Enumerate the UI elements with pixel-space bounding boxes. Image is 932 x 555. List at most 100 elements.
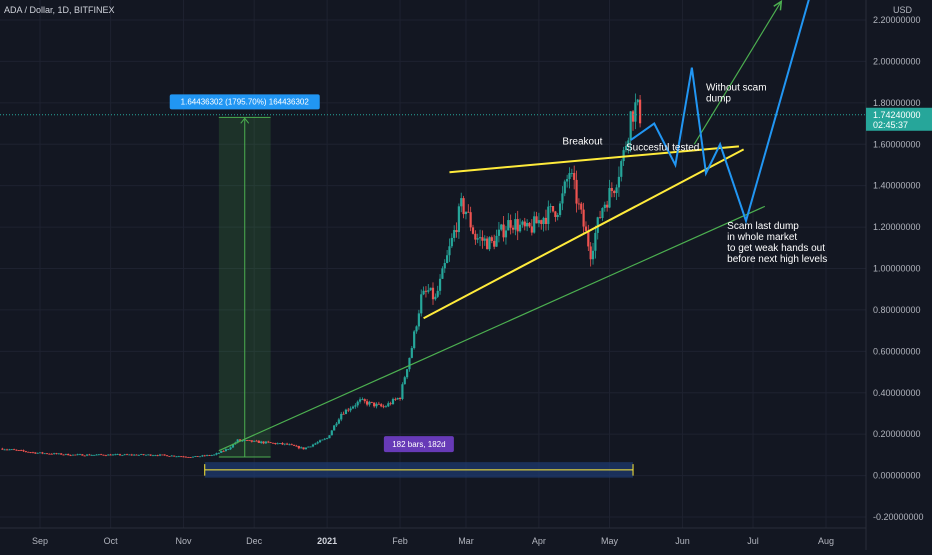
candle-body xyxy=(351,406,355,409)
candle-body xyxy=(194,456,197,457)
candle-body xyxy=(295,445,298,447)
candle-body xyxy=(116,454,119,456)
y-tick-label: 1.00000000 xyxy=(873,264,921,274)
candle-body xyxy=(1,448,4,450)
candle-body xyxy=(356,401,359,406)
candle xyxy=(142,454,145,456)
candle-body xyxy=(135,454,138,456)
candle xyxy=(118,453,122,456)
long-trend-line[interactable] xyxy=(218,205,766,452)
candle-body xyxy=(446,255,449,263)
candle xyxy=(580,201,583,214)
candle-body xyxy=(413,331,416,349)
candle xyxy=(257,440,260,443)
candle xyxy=(382,404,385,409)
projection-scam-dump[interactable] xyxy=(630,0,810,225)
candle xyxy=(130,453,133,456)
candle-body xyxy=(255,440,258,442)
candle xyxy=(518,218,522,233)
bull-arrow-line[interactable] xyxy=(693,1,782,145)
candle xyxy=(634,93,637,130)
candle xyxy=(262,441,265,445)
candle xyxy=(556,212,559,221)
upper-resistance-line[interactable] xyxy=(449,145,740,174)
candle xyxy=(507,213,510,231)
candle xyxy=(486,236,489,250)
candle-body xyxy=(114,454,117,456)
candle-body xyxy=(304,447,308,450)
candle xyxy=(222,450,225,452)
candle xyxy=(53,452,56,455)
drawings xyxy=(0,0,866,452)
candle-body xyxy=(224,449,228,452)
candle xyxy=(128,454,131,456)
candle-body xyxy=(431,287,435,300)
candle xyxy=(229,446,232,451)
candle-body xyxy=(97,454,100,456)
candle xyxy=(351,405,355,410)
x-tick-label: Sep xyxy=(32,536,48,546)
candle-body xyxy=(544,217,548,224)
candle xyxy=(323,437,326,441)
candle xyxy=(408,357,411,372)
candle-body xyxy=(340,413,343,420)
candle-body xyxy=(245,440,249,441)
candle-body xyxy=(493,240,496,247)
candle xyxy=(502,216,505,242)
candle xyxy=(620,159,623,182)
candle xyxy=(297,445,300,450)
candle xyxy=(198,456,202,458)
candle-body xyxy=(156,455,159,457)
candle xyxy=(528,222,531,228)
candle xyxy=(177,455,180,458)
candle-body xyxy=(229,447,232,450)
candle-body xyxy=(53,453,56,455)
candle xyxy=(205,454,209,457)
candle-body xyxy=(285,443,289,445)
candle-body xyxy=(530,226,533,233)
last-price-tag xyxy=(866,107,932,131)
lower-support-line[interactable] xyxy=(423,148,745,320)
candle xyxy=(387,401,390,408)
candle xyxy=(434,293,437,301)
candle xyxy=(60,452,63,455)
candle xyxy=(156,454,159,457)
candle-body xyxy=(533,216,536,233)
candle xyxy=(504,225,508,245)
candle xyxy=(530,219,533,236)
candle xyxy=(443,259,446,273)
candle-body xyxy=(617,176,621,188)
candle xyxy=(601,207,604,221)
candle-body xyxy=(17,450,20,451)
candle xyxy=(321,439,324,441)
candle-body xyxy=(594,232,597,251)
candle-body xyxy=(549,206,552,207)
candle xyxy=(149,454,152,456)
candle-body xyxy=(429,287,432,291)
candle xyxy=(48,453,51,455)
candle-body xyxy=(264,441,268,444)
candle xyxy=(495,229,498,247)
candle xyxy=(575,170,578,213)
candle-body xyxy=(391,399,395,405)
candle-body xyxy=(203,455,206,457)
candle xyxy=(243,439,246,442)
candle-body xyxy=(201,455,204,457)
candle-body xyxy=(469,212,472,228)
candle xyxy=(326,437,329,440)
candle-body xyxy=(347,409,350,411)
candle xyxy=(526,219,529,232)
candle-body xyxy=(274,443,277,445)
candle xyxy=(290,443,293,446)
candle xyxy=(561,186,564,211)
y-tick-label: 0.60000000 xyxy=(873,346,921,356)
candle xyxy=(328,435,331,439)
candle-body xyxy=(210,455,213,456)
candle-body xyxy=(302,447,305,450)
candle xyxy=(554,210,557,222)
candle xyxy=(316,441,319,445)
candle xyxy=(398,397,402,401)
annotations: Breakout Succesful tested Without scam dump… xyxy=(562,82,827,265)
